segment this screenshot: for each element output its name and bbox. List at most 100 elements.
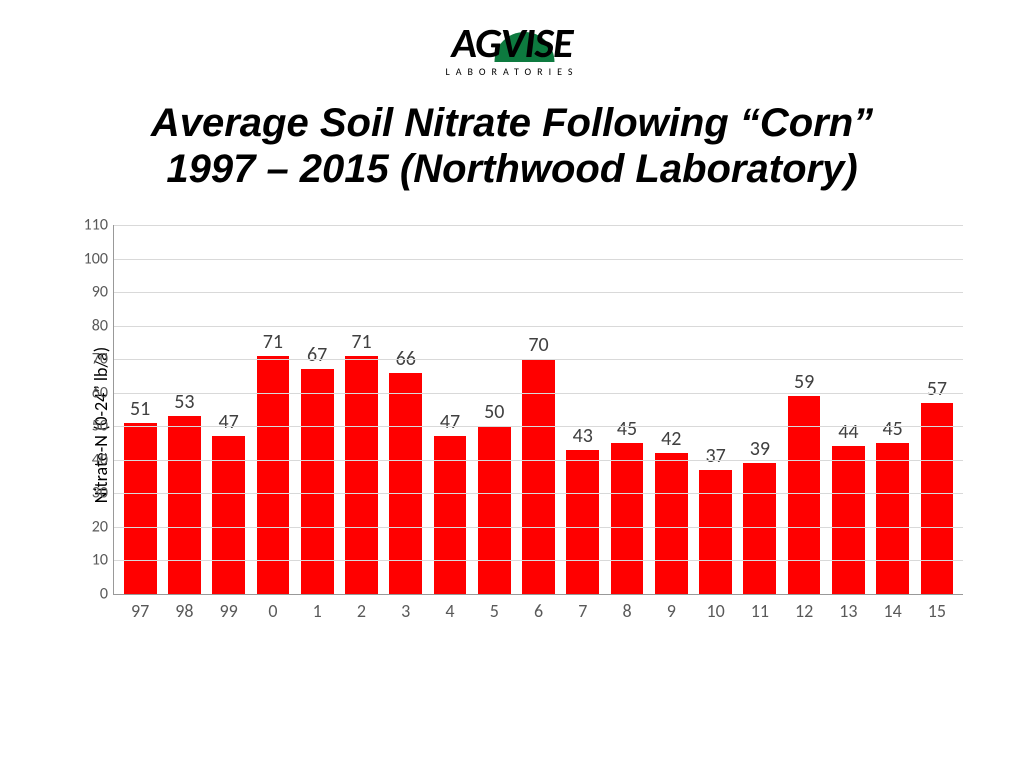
bar — [921, 403, 954, 594]
bar — [611, 443, 644, 594]
x-tick: 11 — [751, 600, 769, 622]
bar-group: 671 — [295, 225, 339, 594]
y-tick: 80 — [92, 316, 114, 335]
bar — [566, 450, 599, 594]
bar-group: 5715 — [915, 225, 959, 594]
bar-group: 712 — [339, 225, 383, 594]
x-tick: 6 — [534, 600, 543, 622]
grid-line — [114, 393, 963, 394]
y-tick: 90 — [92, 283, 114, 302]
bar — [655, 453, 688, 594]
y-tick: 10 — [92, 551, 114, 570]
bar — [257, 356, 290, 594]
grid-line — [114, 225, 963, 226]
bar — [478, 426, 511, 594]
bar-value-label: 51 — [130, 397, 150, 421]
x-tick: 5 — [490, 600, 499, 622]
bar-group: 663 — [384, 225, 428, 594]
page-title: Average Soil Nitrate Following “Corn” 19… — [0, 100, 1024, 192]
y-tick: 40 — [92, 450, 114, 469]
grid-line — [114, 460, 963, 461]
x-tick: 0 — [268, 600, 277, 622]
x-tick: 98 — [175, 600, 193, 622]
x-tick: 3 — [401, 600, 410, 622]
grid-line — [114, 426, 963, 427]
logo-part2: VISE — [500, 18, 572, 69]
bar-value-label: 43 — [573, 424, 593, 448]
x-tick: 10 — [706, 600, 724, 622]
bar-value-label: 71 — [351, 330, 371, 354]
bar-group: 3911 — [738, 225, 782, 594]
x-tick: 7 — [578, 600, 587, 622]
bar-value-label: 44 — [838, 420, 858, 444]
bar-group: 437 — [561, 225, 605, 594]
bar-group: 505 — [472, 225, 516, 594]
x-tick: 99 — [220, 600, 238, 622]
x-tick: 1 — [313, 600, 322, 622]
x-tick: 9 — [667, 600, 676, 622]
title-line-2: 1997 – 2015 (Northwood Laboratory) — [0, 146, 1024, 192]
bar-value-label: 53 — [174, 390, 194, 414]
bar — [345, 356, 378, 594]
bar-value-label: 39 — [750, 437, 770, 461]
bar-group: 5912 — [782, 225, 826, 594]
bar-value-label: 71 — [263, 330, 283, 354]
bar-group: 429 — [649, 225, 693, 594]
logo: AGVISE LABORATORIES — [445, 18, 578, 78]
bar-value-label: 70 — [528, 333, 548, 357]
y-tick: 110 — [84, 216, 114, 235]
bar-value-label: 42 — [661, 427, 681, 451]
bar-group: 3710 — [693, 225, 737, 594]
x-tick: 4 — [445, 600, 454, 622]
bar-group: 4514 — [871, 225, 915, 594]
bar-value-label: 57 — [927, 377, 947, 401]
bar-value-label: 47 — [440, 410, 460, 434]
x-tick: 2 — [357, 600, 366, 622]
x-tick: 14 — [884, 600, 902, 622]
x-tick: 15 — [928, 600, 946, 622]
bar-group: 4413 — [826, 225, 870, 594]
x-tick: 13 — [839, 600, 857, 622]
grid-line — [114, 292, 963, 293]
bar-value-label: 50 — [484, 400, 504, 424]
y-tick: 100 — [84, 249, 114, 268]
grid-line — [114, 560, 963, 561]
x-tick: 8 — [622, 600, 631, 622]
nitrate-chart: Nitrate-N (0-24” lb/a) 51975398479971067… — [68, 225, 968, 625]
x-tick: 97 — [131, 600, 149, 622]
y-tick: 70 — [92, 350, 114, 369]
bar-value-label: 67 — [307, 343, 327, 367]
y-tick: 60 — [92, 383, 114, 402]
bar — [832, 446, 865, 594]
y-tick: 30 — [92, 484, 114, 503]
bar-value-label: 45 — [617, 417, 637, 441]
bar-value-label: 37 — [705, 444, 725, 468]
bar — [522, 359, 555, 594]
plot-area: 5197539847997106717126634745057064374584… — [113, 225, 963, 595]
bar-group: 474 — [428, 225, 472, 594]
grid-line — [114, 527, 963, 528]
bar-group: 4799 — [207, 225, 251, 594]
logo-wordmark: AGVISE — [445, 18, 578, 69]
bar-group: 5197 — [118, 225, 162, 594]
bar — [699, 470, 732, 594]
x-tick: 12 — [795, 600, 813, 622]
bar — [876, 443, 909, 594]
y-tick: 50 — [92, 417, 114, 436]
bar-value-label: 47 — [219, 410, 239, 434]
bar-value-label: 45 — [883, 417, 903, 441]
bar-group: 5398 — [162, 225, 206, 594]
grid-line — [114, 259, 963, 260]
grid-line — [114, 493, 963, 494]
logo-part1: AG — [451, 18, 500, 69]
bar-group: 710 — [251, 225, 295, 594]
title-line-1: Average Soil Nitrate Following “Corn” — [0, 100, 1024, 146]
bar-group: 706 — [516, 225, 560, 594]
bar — [168, 416, 201, 594]
bar-group: 458 — [605, 225, 649, 594]
grid-line — [114, 359, 963, 360]
bar-value-label: 59 — [794, 370, 814, 394]
y-tick: 0 — [100, 585, 114, 604]
grid-line — [114, 326, 963, 327]
bar — [124, 423, 157, 594]
